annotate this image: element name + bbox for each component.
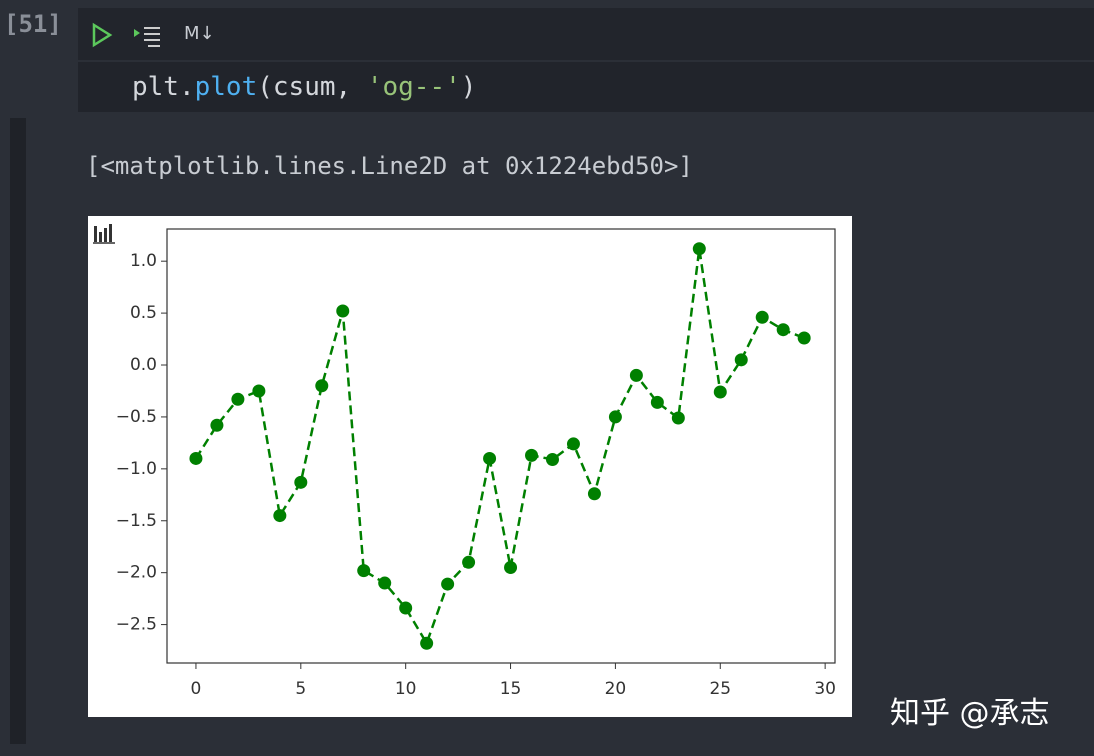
data-point — [231, 392, 245, 406]
data-point — [545, 452, 559, 466]
y-tick-label: 1.0 — [130, 251, 157, 271]
output-collapser[interactable] — [10, 118, 26, 744]
code-token: (csum, — [257, 72, 367, 102]
data-point — [587, 487, 601, 501]
chart-background — [88, 216, 852, 717]
y-tick-label: −0.5 — [116, 407, 157, 427]
data-point — [755, 310, 769, 324]
y-tick-label: 0.0 — [130, 355, 157, 375]
markdown-toggle[interactable]: M↓ — [184, 23, 215, 44]
data-point — [315, 379, 329, 393]
data-point — [483, 451, 497, 465]
data-point — [629, 368, 643, 382]
data-point — [504, 560, 518, 574]
chart: 1.0 0.5 0.0 −0.5 −1.0 −1.5 −2.0 −2.5 0 5 10 15 20 25 3… — [88, 216, 852, 717]
x-tick-label: 30 — [814, 679, 836, 699]
x-tick-label: 15 — [500, 679, 522, 699]
data-point — [671, 411, 685, 425]
toolbar-icons — [92, 22, 160, 48]
watermark: 知乎 @承志 — [890, 696, 1050, 731]
data-point — [734, 353, 748, 367]
code-token: plot — [194, 72, 258, 102]
x-tick-label: 10 — [395, 679, 417, 699]
data-point — [399, 601, 413, 615]
code: plt.plot(csum, 'og--') — [132, 72, 476, 102]
x-tick-label: 5 — [295, 679, 306, 699]
data-point — [776, 323, 790, 337]
data-point — [525, 448, 539, 462]
y-tick-label: −2.5 — [116, 615, 157, 635]
run-below-button[interactable] — [134, 27, 160, 47]
code-token: 'og--' — [366, 72, 461, 102]
data-point — [713, 385, 727, 399]
plot-frame — [166, 228, 836, 664]
data-point — [608, 410, 622, 424]
code-cell[interactable]: plt.plot(csum, 'og--') — [78, 62, 1094, 112]
data-point — [189, 451, 203, 465]
y-tick-label: −2.0 — [116, 563, 157, 583]
data-point — [462, 555, 476, 569]
y-tick-label: −1.0 — [116, 459, 157, 479]
data-point — [294, 475, 308, 489]
data-point — [692, 242, 706, 256]
data-point — [378, 576, 392, 590]
run-button[interactable] — [92, 22, 113, 48]
chart-icon[interactable] — [93, 224, 115, 244]
output-text: [<matplotlib.lines.Line2D at 0x1224ebd50… — [86, 152, 693, 180]
data-point — [566, 437, 580, 451]
data-point — [357, 564, 371, 578]
data-point — [252, 384, 266, 398]
data-point — [273, 509, 287, 523]
cell-prompt: [51] — [4, 10, 62, 38]
cell-toolbar: M↓ — [78, 8, 1094, 60]
x-tick-label: 20 — [605, 679, 627, 699]
data-point — [441, 577, 455, 591]
x-tick-label: 0 — [191, 679, 202, 699]
data-point — [797, 331, 811, 345]
code-token: plt. — [132, 72, 195, 102]
x-tick-label: 25 — [709, 679, 731, 699]
data-point — [420, 636, 434, 650]
y-tick-label: 0.5 — [130, 303, 157, 323]
data-line — [194, 248, 805, 647]
data-point — [210, 418, 224, 432]
data-point — [336, 304, 350, 318]
data-point — [650, 395, 664, 409]
code-token: ) — [460, 72, 477, 102]
y-tick-label: −1.5 — [116, 511, 157, 531]
